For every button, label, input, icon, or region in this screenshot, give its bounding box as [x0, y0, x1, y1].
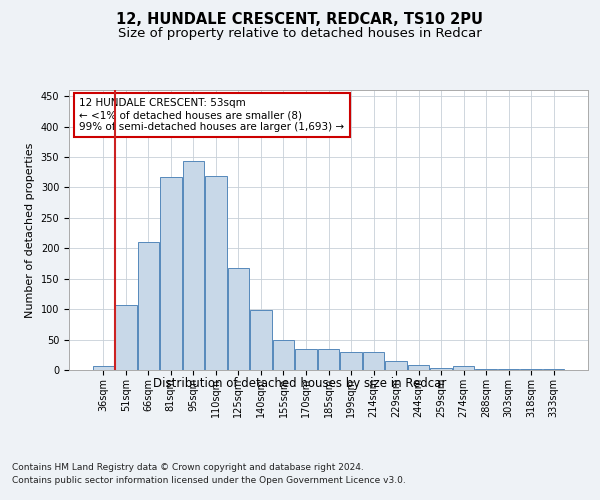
Text: Contains HM Land Registry data © Crown copyright and database right 2024.: Contains HM Land Registry data © Crown c… [12, 462, 364, 471]
Bar [228, 268, 249, 370]
Bar [115, 306, 137, 370]
Bar [430, 368, 452, 370]
Bar [363, 352, 384, 370]
Text: Size of property relative to detached houses in Redcar: Size of property relative to detached ho… [118, 28, 482, 40]
Bar [340, 352, 362, 370]
Text: 12, HUNDALE CRESCENT, REDCAR, TS10 2PU: 12, HUNDALE CRESCENT, REDCAR, TS10 2PU [116, 12, 484, 28]
Bar [385, 361, 407, 370]
Bar [92, 366, 114, 370]
Bar [295, 348, 317, 370]
Bar [160, 177, 182, 370]
Bar [250, 310, 272, 370]
Bar [205, 176, 227, 370]
Text: Contains public sector information licensed under the Open Government Licence v3: Contains public sector information licen… [12, 476, 406, 485]
Bar [475, 369, 497, 370]
Text: Distribution of detached houses by size in Redcar: Distribution of detached houses by size … [154, 378, 446, 390]
Text: 12 HUNDALE CRESCENT: 53sqm
← <1% of detached houses are smaller (8)
99% of semi-: 12 HUNDALE CRESCENT: 53sqm ← <1% of deta… [79, 98, 344, 132]
Bar [137, 242, 159, 370]
Bar [182, 161, 204, 370]
Bar [453, 366, 475, 370]
Bar [318, 348, 339, 370]
Bar [273, 340, 294, 370]
Bar [408, 364, 429, 370]
Y-axis label: Number of detached properties: Number of detached properties [25, 142, 35, 318]
